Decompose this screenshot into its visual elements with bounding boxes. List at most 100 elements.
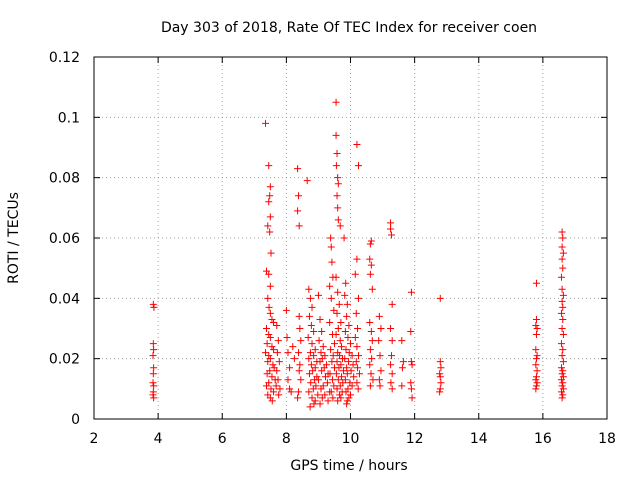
- data-point: [343, 400, 351, 408]
- data-point: [533, 352, 541, 360]
- data-point: [311, 346, 319, 354]
- data-point: [436, 388, 444, 396]
- data-point: [407, 379, 415, 387]
- data-point: [266, 183, 274, 191]
- data-point: [376, 382, 384, 390]
- data-point: [559, 373, 567, 381]
- data-point: [330, 340, 338, 348]
- data-point: [368, 337, 376, 345]
- data-point: [558, 228, 566, 236]
- data-point: [149, 300, 157, 308]
- data-point: [294, 207, 302, 215]
- data-point: [336, 337, 344, 345]
- x-axis-title: GPS time / hours: [290, 458, 407, 474]
- data-point: [344, 334, 352, 342]
- data-point: [332, 98, 340, 106]
- y-tick-label: 0.04: [49, 291, 80, 307]
- data-point: [264, 222, 272, 230]
- data-point: [347, 367, 355, 375]
- data-point: [318, 367, 326, 375]
- data-point: [326, 318, 334, 326]
- data-point: [341, 328, 349, 336]
- data-point: [532, 346, 540, 354]
- data-point: [350, 373, 358, 381]
- y-tick-label: 0.06: [49, 231, 80, 247]
- data-point: [377, 325, 385, 332]
- data-point: [270, 346, 278, 354]
- x-tick-label: 4: [154, 431, 163, 447]
- data-point: [262, 382, 270, 390]
- data-point: [333, 385, 341, 393]
- data-point: [309, 385, 317, 393]
- data-point: [559, 303, 567, 311]
- data-point: [351, 334, 359, 342]
- data-point: [149, 370, 157, 378]
- data-point: [264, 358, 272, 366]
- data-point: [387, 379, 395, 387]
- data-point: [150, 364, 158, 372]
- data-point: [336, 222, 344, 230]
- x-tick-label: 12: [406, 431, 424, 447]
- data-point: [265, 303, 273, 311]
- data-point: [327, 294, 335, 302]
- data-point: [533, 379, 541, 387]
- data-point: [532, 385, 540, 393]
- data-point: [367, 261, 375, 269]
- data-point: [314, 376, 322, 384]
- data-point: [338, 343, 346, 351]
- data-point: [334, 397, 342, 405]
- data-point: [334, 204, 342, 212]
- data-point: [559, 315, 567, 323]
- data-point: [354, 364, 362, 372]
- data-point: [284, 376, 292, 384]
- data-point: [317, 349, 325, 357]
- data-point: [532, 315, 540, 323]
- data-point: [342, 388, 350, 396]
- data-point: [319, 343, 327, 351]
- data-point: [388, 337, 396, 345]
- data-point: [557, 364, 565, 372]
- data-point: [352, 358, 360, 366]
- data-point: [295, 388, 303, 396]
- data-point: [150, 346, 158, 354]
- data-point: [343, 397, 351, 405]
- data-point: [296, 325, 304, 332]
- data-point: [351, 270, 359, 278]
- data-point: [323, 379, 331, 387]
- data-point: [532, 279, 540, 287]
- data-point: [559, 234, 567, 242]
- data-point: [332, 273, 340, 281]
- data-point: [266, 192, 274, 200]
- data-point: [326, 370, 334, 378]
- data-point: [270, 388, 278, 396]
- x-tick-labels: 2 4 6 8 10 12 14 16 18: [90, 431, 616, 447]
- data-point: [262, 119, 270, 127]
- data-point: [436, 358, 444, 366]
- data-point: [399, 358, 407, 366]
- data-point: [348, 352, 356, 360]
- data-point: [559, 385, 567, 393]
- data-point: [150, 303, 158, 311]
- data-point: [327, 388, 335, 396]
- data-point: [310, 352, 318, 360]
- y-axis-title: ROTI / TECUs: [6, 192, 22, 284]
- data-point: [343, 364, 351, 372]
- data-point: [333, 192, 341, 200]
- data-point: [559, 331, 567, 339]
- data-point: [266, 282, 274, 290]
- data-point: [265, 352, 273, 360]
- x-tick-label: 8: [282, 431, 291, 447]
- data-point: [354, 325, 362, 332]
- data-point: [316, 358, 324, 366]
- data-point: [407, 385, 415, 393]
- data-point: [353, 255, 361, 263]
- data-point: [309, 367, 317, 375]
- data-point: [269, 361, 277, 369]
- data-point: [304, 334, 312, 342]
- data-point: [337, 361, 345, 369]
- y-tick-label: 0.08: [49, 171, 80, 187]
- data-point: [295, 192, 303, 200]
- data-point: [398, 337, 406, 345]
- data-point: [388, 385, 396, 393]
